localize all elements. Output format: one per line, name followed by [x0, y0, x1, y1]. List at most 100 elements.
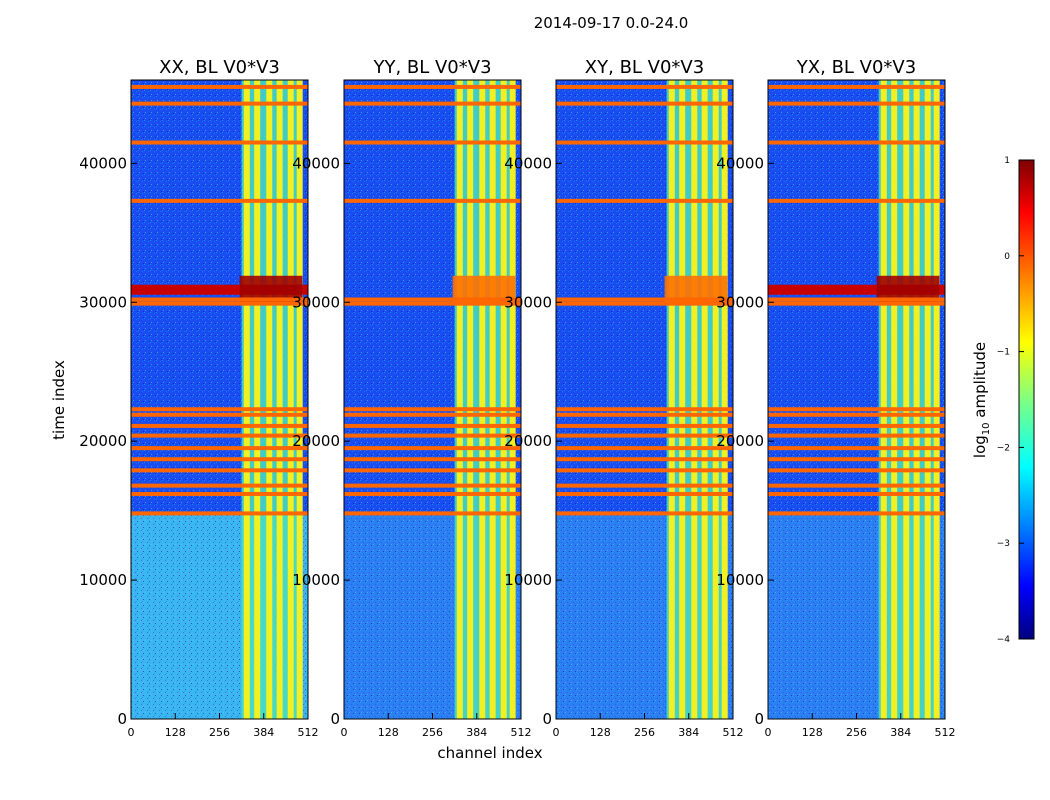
flag-row-9: [131, 433, 308, 438]
flag-row-15: [131, 511, 308, 516]
x-tick-label: 384: [678, 726, 699, 739]
flag-row-5: [131, 301, 308, 306]
x-tick-label: 0: [553, 726, 560, 739]
flag-row-7: [131, 412, 308, 417]
flag-row-6: [556, 407, 733, 412]
flag-row-12: [556, 468, 733, 473]
flag-row-2: [768, 140, 945, 145]
band-column-3: [701, 80, 708, 719]
flag-row-11: [344, 457, 521, 462]
flag-row-8: [768, 423, 945, 428]
colorbar-ticks: 1 0 −1 −2 −3 −4: [997, 156, 1024, 645]
colorbar-tick-label: −1: [997, 348, 1010, 358]
panel-3: YX, BL V0*V3 0 10000 20000 30000 40000 0 128 256…: [716, 57, 955, 739]
band-column-4: [500, 80, 507, 719]
y-tick-label: 0: [542, 710, 552, 728]
panel-2: XY, BL V0*V3 0 10000 20000 30000 40000 0 128 256…: [504, 57, 743, 739]
y-tick-label: 0: [754, 710, 764, 728]
flag-row-14: [344, 491, 521, 496]
flag-row-7: [556, 412, 733, 417]
band-column-1: [467, 80, 474, 719]
flag-row-10: [344, 446, 521, 451]
panel-1: YY, BL V0*V3 0 10000 20000 30000 40000 0 128 256…: [292, 57, 531, 739]
flag-row-8: [344, 423, 521, 428]
y-tick-label: 0: [117, 710, 127, 728]
flag-row-13: [131, 483, 308, 488]
flag-row-13: [344, 483, 521, 488]
band-column-5: [721, 80, 728, 719]
y-tick-label: 20000: [716, 432, 764, 450]
panel-title: XY, BL V0*V3: [585, 57, 704, 78]
y-tick-label: 40000: [716, 154, 764, 172]
x-tick-label: 0: [128, 726, 135, 739]
x-tick-label: 512: [511, 726, 532, 739]
y-tick-label: 30000: [292, 293, 340, 311]
flag-row-10: [556, 446, 733, 451]
panel-0: XX, BL V0*V3 0 10000 20000 30000 40000 0 128 256…: [79, 57, 318, 739]
flag-row-3: [131, 198, 308, 203]
band-column-4: [287, 80, 294, 719]
x-tick-label: 256: [209, 726, 230, 739]
band-column-4: [924, 80, 931, 719]
flag-row-13: [556, 483, 733, 488]
band-column-0: [880, 80, 887, 719]
x-tick-label: 128: [378, 726, 399, 739]
colorbar-gradient: [1018, 159, 1035, 640]
flag-row-15: [344, 511, 521, 516]
flag-row-1: [768, 101, 945, 106]
flag-row-6: [344, 407, 521, 412]
y-tick-label: 40000: [79, 154, 127, 172]
x-tick-label: 384: [466, 726, 487, 739]
flag-row-2: [131, 140, 308, 145]
y-axis-label: time index: [50, 360, 68, 440]
flag-row-1: [344, 101, 521, 106]
flag-row-11: [768, 457, 945, 462]
flag-row-3: [768, 198, 945, 203]
band-column-1: [891, 80, 898, 719]
colorbar: 10−1−2−3−4 log10 amplitude: [971, 156, 1035, 645]
figure-title: 2014-09-17 0.0-24.0: [534, 14, 689, 32]
y-tick-label: 10000: [79, 571, 127, 589]
colorbar-label-rest: amplitude: [971, 342, 989, 423]
flag-row-13: [768, 483, 945, 488]
flag-row-3: [556, 198, 733, 203]
x-tick-label: 256: [634, 726, 655, 739]
panel-title: YY, BL V0*V3: [372, 57, 491, 78]
flag-row-0: [131, 84, 308, 89]
band-column-5: [296, 80, 303, 719]
colorbar-label: log10 amplitude: [971, 342, 992, 458]
band-column-3: [913, 80, 920, 719]
x-tick-label: 0: [765, 726, 772, 739]
band-column-0: [668, 80, 675, 719]
x-axis-label: channel index: [437, 744, 542, 762]
flag-row-5: [768, 301, 945, 306]
x-tick-label: 128: [802, 726, 823, 739]
colorbar-label-log: log: [971, 435, 989, 458]
rfi-stripe: [131, 284, 308, 295]
flag-row-12: [131, 468, 308, 473]
flag-row-8: [131, 423, 308, 428]
x-tick-label: 384: [890, 726, 911, 739]
band-column-5: [933, 80, 940, 719]
y-tick-label: 10000: [504, 571, 552, 589]
y-tick-label: 10000: [292, 571, 340, 589]
band-column-0: [243, 80, 250, 719]
flag-row-4: [768, 297, 945, 302]
x-tick-label: 256: [422, 726, 443, 739]
band-column-3: [489, 80, 496, 719]
x-tick-label: 128: [590, 726, 611, 739]
flag-row-0: [556, 84, 733, 89]
flag-row-11: [131, 457, 308, 462]
x-tick-label: 512: [723, 726, 744, 739]
x-tick-label: 384: [253, 726, 274, 739]
band-column-0: [456, 80, 463, 719]
flag-row-7: [768, 412, 945, 417]
flag-row-14: [768, 491, 945, 496]
flag-row-3: [344, 198, 521, 203]
y-tick-label: 40000: [504, 154, 552, 172]
flag-row-12: [344, 468, 521, 473]
panel-title: YX, BL V0*V3: [796, 57, 916, 78]
band-column-2: [479, 80, 486, 719]
colorbar-tick-label: −3: [997, 539, 1010, 549]
band-column-1: [679, 80, 686, 719]
